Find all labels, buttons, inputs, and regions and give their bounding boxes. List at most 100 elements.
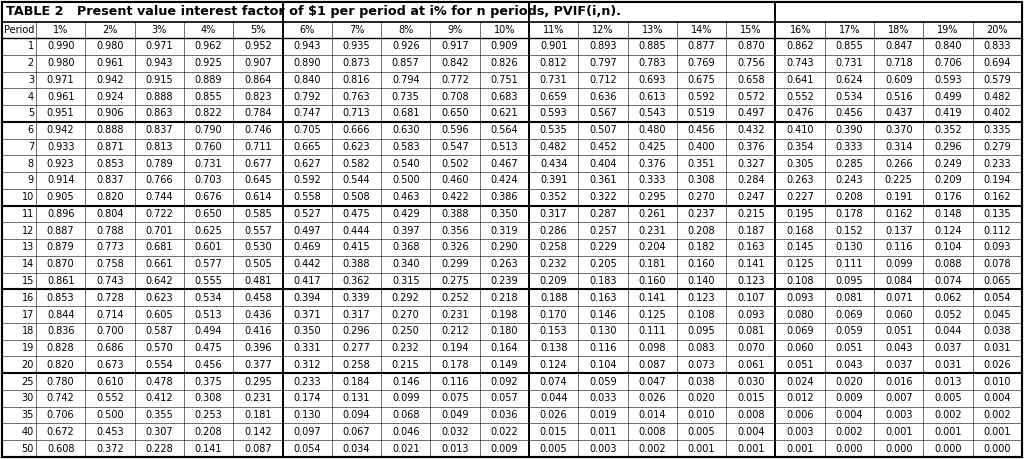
Text: 19: 19 [22, 343, 34, 353]
Text: 0.686: 0.686 [96, 343, 124, 353]
Text: 20: 20 [22, 360, 34, 370]
Text: 0.257: 0.257 [589, 226, 616, 236]
Text: 0.452: 0.452 [589, 142, 616, 152]
Text: 0.002: 0.002 [638, 443, 666, 453]
Text: 0.677: 0.677 [244, 159, 271, 169]
Text: 0.429: 0.429 [392, 209, 420, 219]
Text: 0.233: 0.233 [293, 376, 321, 386]
Text: 0.442: 0.442 [293, 259, 321, 269]
Text: 0.672: 0.672 [47, 427, 75, 437]
Text: 0.564: 0.564 [490, 125, 518, 135]
Text: 0.081: 0.081 [836, 293, 863, 303]
Text: 0.933: 0.933 [47, 142, 75, 152]
Text: 0.650: 0.650 [441, 108, 469, 118]
Text: 0.194: 0.194 [441, 343, 469, 353]
Text: 0.460: 0.460 [441, 175, 469, 185]
Text: 0.308: 0.308 [195, 393, 222, 403]
Text: 0.833: 0.833 [984, 41, 1011, 51]
Text: 0.467: 0.467 [490, 159, 518, 169]
Text: 0.043: 0.043 [885, 343, 912, 353]
Text: 0.703: 0.703 [195, 175, 222, 185]
Text: 0.162: 0.162 [885, 209, 912, 219]
Text: 0.711: 0.711 [244, 142, 271, 152]
Text: 0.031: 0.031 [984, 343, 1011, 353]
Text: 0.780: 0.780 [47, 376, 75, 386]
Text: 10%: 10% [494, 25, 515, 35]
Text: 0.857: 0.857 [392, 58, 420, 68]
Text: 0.315: 0.315 [392, 276, 420, 286]
Text: 0.352: 0.352 [540, 192, 567, 202]
Text: 0.130: 0.130 [836, 242, 863, 252]
Text: 0.516: 0.516 [885, 92, 912, 101]
Text: 0.642: 0.642 [145, 276, 173, 286]
Text: 0.295: 0.295 [244, 376, 271, 386]
Text: 0.020: 0.020 [836, 376, 863, 386]
Text: 0.299: 0.299 [441, 259, 469, 269]
Text: 0.191: 0.191 [885, 192, 912, 202]
Text: 0.290: 0.290 [490, 242, 518, 252]
Text: 0.008: 0.008 [639, 427, 666, 437]
Text: 0.160: 0.160 [688, 259, 716, 269]
Text: 0.828: 0.828 [47, 343, 75, 353]
Text: 0.840: 0.840 [934, 41, 962, 51]
Text: 0.961: 0.961 [96, 58, 124, 68]
Text: 0.879: 0.879 [47, 242, 75, 252]
Text: Period: Period [4, 25, 35, 35]
Text: 0.003: 0.003 [589, 443, 616, 453]
Text: 0.870: 0.870 [47, 259, 75, 269]
Text: 0.080: 0.080 [786, 309, 814, 319]
Text: 0.340: 0.340 [392, 259, 420, 269]
Text: 0.059: 0.059 [836, 326, 863, 336]
Text: 0.051: 0.051 [786, 360, 814, 370]
Text: 0.104: 0.104 [589, 360, 616, 370]
Text: 0.769: 0.769 [688, 58, 716, 68]
Text: 16%: 16% [790, 25, 811, 35]
Text: 0.181: 0.181 [639, 259, 666, 269]
Text: 0.094: 0.094 [343, 410, 371, 420]
Text: 0.016: 0.016 [885, 376, 912, 386]
Text: 0.847: 0.847 [885, 41, 912, 51]
Text: 0.249: 0.249 [934, 159, 962, 169]
Text: 0.339: 0.339 [343, 293, 371, 303]
Text: 0.194: 0.194 [984, 175, 1011, 185]
Text: 0.625: 0.625 [195, 226, 222, 236]
Text: 0.032: 0.032 [441, 427, 469, 437]
Text: 0.258: 0.258 [343, 360, 371, 370]
Text: 0.168: 0.168 [786, 226, 814, 236]
Text: 0.049: 0.049 [441, 410, 469, 420]
Text: 0.804: 0.804 [96, 209, 124, 219]
Text: 0.658: 0.658 [737, 75, 765, 85]
Text: 0.820: 0.820 [47, 360, 75, 370]
Text: 0.263: 0.263 [490, 259, 518, 269]
Text: 0.001: 0.001 [737, 443, 765, 453]
Text: 0.478: 0.478 [145, 376, 173, 386]
Text: 0.706: 0.706 [47, 410, 75, 420]
Text: 0.925: 0.925 [195, 58, 222, 68]
Text: 0.208: 0.208 [688, 226, 716, 236]
Text: 0.108: 0.108 [786, 276, 814, 286]
Text: 0.368: 0.368 [392, 242, 420, 252]
Text: 0.295: 0.295 [638, 192, 667, 202]
Text: 0.923: 0.923 [47, 159, 75, 169]
Text: 0.519: 0.519 [688, 108, 716, 118]
Text: 13%: 13% [642, 25, 663, 35]
Text: 0.555: 0.555 [195, 276, 222, 286]
Text: 0.141: 0.141 [639, 293, 666, 303]
Text: 0.212: 0.212 [441, 326, 469, 336]
Text: 0.093: 0.093 [786, 293, 814, 303]
Text: 0.650: 0.650 [195, 209, 222, 219]
Text: 0.962: 0.962 [195, 41, 222, 51]
Text: 0.530: 0.530 [244, 242, 271, 252]
Text: 0.915: 0.915 [145, 75, 173, 85]
Text: 0.494: 0.494 [195, 326, 222, 336]
Text: 15%: 15% [740, 25, 762, 35]
Text: 0.641: 0.641 [786, 75, 814, 85]
Text: 0.862: 0.862 [786, 41, 814, 51]
Text: 0.015: 0.015 [737, 393, 765, 403]
Text: 0.500: 0.500 [96, 410, 124, 420]
Text: 0.481: 0.481 [244, 276, 271, 286]
Text: 0.844: 0.844 [47, 309, 75, 319]
Text: 0.890: 0.890 [294, 58, 321, 68]
Text: 0.623: 0.623 [145, 293, 173, 303]
Text: 0.469: 0.469 [294, 242, 321, 252]
